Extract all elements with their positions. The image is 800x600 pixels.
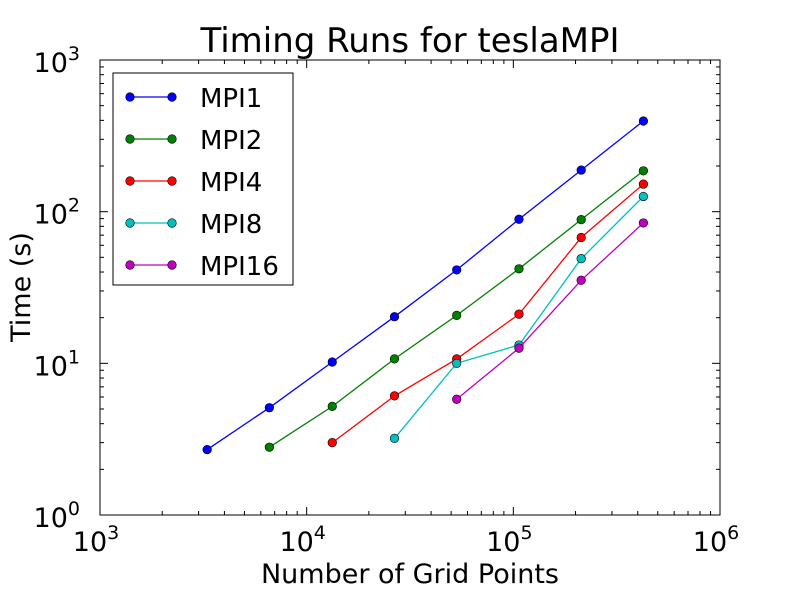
legend-label: MPI16 <box>200 252 279 282</box>
x-tick-label: 106 <box>693 522 739 558</box>
data-point <box>327 401 337 412</box>
legend-marker <box>125 260 135 270</box>
x-tick-label: 104 <box>279 522 325 558</box>
data-point <box>576 275 586 285</box>
legend-marker <box>167 218 177 228</box>
series-line <box>456 222 644 400</box>
legend-item: MPI8 <box>125 210 262 240</box>
y-tick-label: 102 <box>34 195 80 231</box>
legend-item: MPI4 <box>125 168 262 198</box>
legend-label: MPI2 <box>200 126 262 156</box>
x-tick-label: 105 <box>486 522 532 558</box>
legend-marker <box>167 260 177 270</box>
data-point <box>514 309 524 319</box>
series-layer <box>202 116 649 455</box>
data-point <box>327 357 337 367</box>
legend-label: MPI4 <box>200 168 262 198</box>
data-point <box>576 165 586 175</box>
data-point <box>389 433 400 443</box>
data-point <box>264 403 274 413</box>
y-tick-label: 100 <box>34 498 80 534</box>
data-point <box>389 354 400 364</box>
data-point <box>576 254 586 264</box>
data-point <box>576 215 586 225</box>
chart-title: Timing Runs for teslaMPI <box>199 21 619 61</box>
y-tick-label: 101 <box>34 346 80 382</box>
data-point <box>638 179 649 189</box>
data-point <box>452 358 462 368</box>
legend-marker <box>167 176 177 186</box>
y-axis-label: Time (s) <box>6 232 37 343</box>
legend-item: MPI2 <box>125 126 262 156</box>
x-tick-label: 103 <box>73 522 119 558</box>
legend-marker <box>125 176 135 186</box>
y-tick-label: 103 <box>34 43 80 79</box>
data-point <box>452 265 462 275</box>
legend-marker <box>125 92 135 102</box>
series-line <box>206 120 644 451</box>
data-point <box>452 310 462 321</box>
data-point <box>638 166 649 176</box>
axis-ticks: 103 104 105 106 100 101 102 103 <box>34 43 740 558</box>
data-point <box>389 391 400 401</box>
data-point <box>202 444 212 455</box>
data-point <box>389 312 400 322</box>
data-point <box>514 264 524 274</box>
legend-label: MPI8 <box>200 210 262 240</box>
series-mpi1 <box>202 116 649 455</box>
legend-item: MPI1 <box>125 84 262 114</box>
legend-label: MPI1 <box>200 84 262 114</box>
data-point <box>638 116 649 126</box>
legend-box <box>112 72 294 286</box>
data-point <box>576 232 586 243</box>
legend-item: MPI16 <box>125 252 279 282</box>
legend-marker <box>125 134 135 144</box>
legend-marker <box>125 218 135 228</box>
data-point <box>514 214 524 224</box>
data-point <box>514 343 524 353</box>
legend-marker <box>167 92 177 102</box>
data-point <box>638 218 649 228</box>
legend: MPI1 MPI2 MPI4 MPI8 MPI16 <box>112 72 294 286</box>
data-point <box>452 394 462 404</box>
series-line <box>331 183 644 444</box>
data-point <box>638 191 649 202</box>
series-mpi2 <box>264 166 649 452</box>
data-point <box>327 438 337 448</box>
data-point <box>264 442 274 452</box>
series-mpi16 <box>452 218 649 404</box>
legend-marker <box>167 134 177 144</box>
x-axis-label: Number of Grid Points <box>261 559 559 590</box>
